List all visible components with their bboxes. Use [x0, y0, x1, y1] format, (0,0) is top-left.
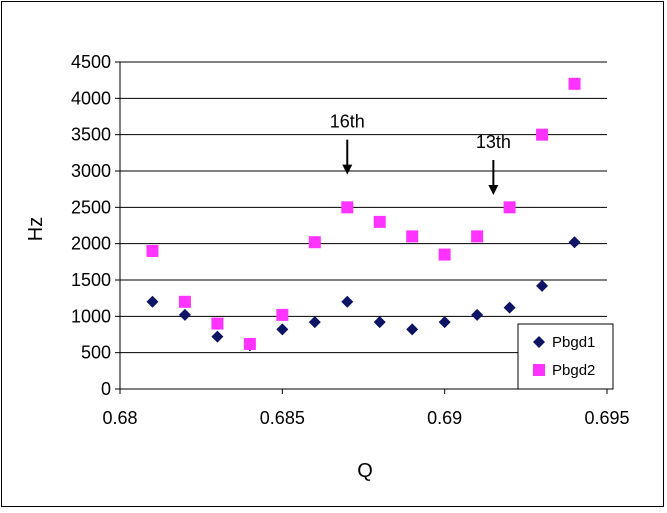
legend-pbgd1-label: Pbgd1 — [552, 334, 595, 351]
y-tick-label: 2000 — [71, 234, 111, 254]
x-tick-label: 0.685 — [260, 408, 305, 428]
pbgd2-point — [406, 230, 419, 243]
pbgd2-point — [341, 201, 354, 214]
y-tick-label: 0 — [101, 379, 111, 399]
annotation-arrowhead — [342, 164, 353, 175]
pbgd2-point — [276, 308, 289, 321]
pbgd1-point — [308, 316, 321, 329]
pbgd2-point — [438, 248, 451, 261]
pbgd1-point — [146, 295, 159, 308]
y-tick-label: 1000 — [71, 306, 111, 326]
pbgd1-point — [276, 323, 289, 336]
pbgd2-point — [536, 128, 549, 141]
pbgd2-point — [211, 317, 224, 330]
y-tick-label: 2500 — [71, 197, 111, 217]
y-axis-title: Hz — [25, 217, 47, 241]
pbgd2-point — [373, 215, 386, 228]
annotations: 16th 13th — [330, 112, 511, 195]
legend-pbgd2-label: Pbgd2 — [552, 362, 595, 379]
pbgd2-point — [146, 244, 159, 257]
pbgd1-point — [568, 236, 581, 249]
annotation-label: 16th — [330, 112, 365, 132]
pbgd1-point — [503, 301, 516, 314]
legend: Pbgd1 Pbgd2 — [517, 323, 614, 390]
x-tick-label: 0.69 — [427, 408, 462, 428]
pbgd1-point — [341, 295, 354, 308]
grid-lines — [120, 61, 607, 354]
y-tick-label: 3500 — [71, 125, 111, 145]
axes: 0 500 1000 1500 2000 2500 3000 3500 4000 4500 0.68… — [71, 52, 630, 428]
pbgd1-point — [406, 323, 419, 336]
y-tick-label: 500 — [81, 343, 111, 363]
pbgd1-point — [471, 308, 484, 321]
x-tick-label: 0.695 — [584, 408, 629, 428]
pbgd2-point — [568, 77, 581, 90]
x-tick-label: 0.68 — [102, 408, 137, 428]
pbgd1-point — [178, 308, 191, 321]
legend-pbgd1-marker — [533, 336, 545, 348]
y-tick-label: 4000 — [71, 88, 111, 108]
pbgd2-point — [243, 337, 256, 350]
pbgd2-point — [471, 230, 484, 243]
annotation-arrowhead — [488, 184, 499, 195]
data-marks — [146, 77, 581, 352]
y-tick-label: 4500 — [71, 52, 111, 72]
x-axis-title: Q — [357, 460, 373, 482]
y-tick-label: 1500 — [71, 270, 111, 290]
annotation-label: 13th — [476, 132, 511, 152]
legend-box — [517, 323, 614, 390]
pbgd2-point — [308, 236, 321, 249]
pbgd1-point — [211, 330, 224, 343]
pbgd1-point — [536, 279, 549, 292]
pbgd2-point — [503, 201, 516, 214]
pbgd1-point — [438, 316, 451, 329]
pbgd1-point — [373, 316, 386, 329]
legend-pbgd2-marker — [533, 364, 545, 376]
pbgd2-point — [178, 295, 191, 308]
y-tick-label: 3000 — [71, 161, 111, 181]
